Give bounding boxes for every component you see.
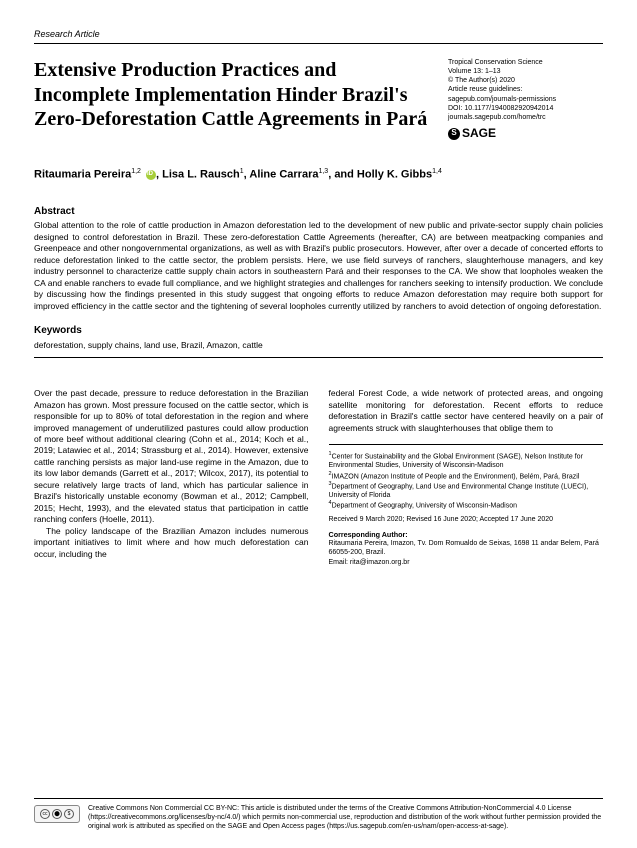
reuse-url: sagepub.com/journals-permissions bbox=[448, 95, 603, 104]
journal-meta: Tropical Conservation Science Volume 13:… bbox=[448, 58, 603, 141]
affiliation: 3Department of Geography, Land Use and E… bbox=[329, 481, 604, 501]
cc-badge-icon: cc ⬤ $ bbox=[34, 805, 80, 823]
article-dates: Received 9 March 2020; Revised 16 June 2… bbox=[329, 515, 604, 524]
keywords-heading: Keywords bbox=[34, 324, 603, 338]
corresponding-author-heading: Corresponding Author: bbox=[329, 530, 604, 539]
header-row: Extensive Production Practices and Incom… bbox=[34, 58, 603, 141]
publisher-name: SAGE bbox=[462, 126, 496, 142]
abstract-text: Global attention to the role of cattle p… bbox=[34, 220, 603, 312]
license-text: Creative Commons Non Commercial CC BY-NC… bbox=[88, 805, 603, 832]
keywords-text: deforestation, supply chains, land use, … bbox=[34, 340, 603, 351]
journal-url: journals.sagepub.com/home/trc bbox=[448, 113, 603, 122]
body-paragraph: Over the past decade, pressure to reduce… bbox=[34, 388, 309, 526]
body-column-right: federal Forest Code, a wide network of p… bbox=[329, 388, 604, 566]
affiliation: 4Department of Geography, University of … bbox=[329, 500, 604, 510]
divider-line bbox=[34, 357, 603, 358]
by-icon: ⬤ bbox=[52, 809, 62, 819]
abstract-section: Abstract Global attention to the role of… bbox=[34, 205, 603, 312]
body-paragraph: federal Forest Code, a wide network of p… bbox=[329, 388, 604, 434]
author-list: Ritaumaria Pereira1,2 , Lisa L. Rausch1,… bbox=[34, 167, 603, 183]
publisher-logo: S SAGE bbox=[448, 126, 603, 142]
article-type-label: Research Article bbox=[34, 28, 603, 44]
journal-copyright: © The Author(s) 2020 bbox=[448, 76, 603, 85]
cc-icon: cc bbox=[40, 809, 50, 819]
body-columns: Over the past decade, pressure to reduce… bbox=[34, 388, 603, 566]
abstract-heading: Abstract bbox=[34, 205, 603, 219]
affiliation: 2IMAZON (Amazon Institute of People and … bbox=[329, 471, 604, 481]
affiliations-block: 1Center for Sustainability and the Globa… bbox=[329, 444, 604, 567]
nc-icon: $ bbox=[64, 809, 74, 819]
reuse-label: Article reuse guidelines: bbox=[448, 85, 603, 94]
sage-icon: S bbox=[448, 128, 460, 140]
journal-volume: Volume 13: 1–13 bbox=[448, 67, 603, 76]
license-footer: cc ⬤ $ Creative Commons Non Commercial C… bbox=[34, 798, 603, 832]
affiliation: 1Center for Sustainability and the Globa… bbox=[329, 451, 604, 471]
keywords-section: Keywords deforestation, supply chains, l… bbox=[34, 324, 603, 358]
doi: DOI: 10.1177/1940082920942014 bbox=[448, 104, 603, 113]
corresponding-author-text: Ritaumaria Pereira, Imazon, Tv. Dom Romu… bbox=[329, 539, 604, 557]
journal-name: Tropical Conservation Science bbox=[448, 58, 603, 67]
article-title: Extensive Production Practices and Incom… bbox=[34, 58, 430, 141]
corresponding-author-email: Email: rita@imazon.org.br bbox=[329, 558, 604, 567]
body-column-left: Over the past decade, pressure to reduce… bbox=[34, 388, 309, 566]
body-paragraph: The policy landscape of the Brazilian Am… bbox=[34, 526, 309, 560]
